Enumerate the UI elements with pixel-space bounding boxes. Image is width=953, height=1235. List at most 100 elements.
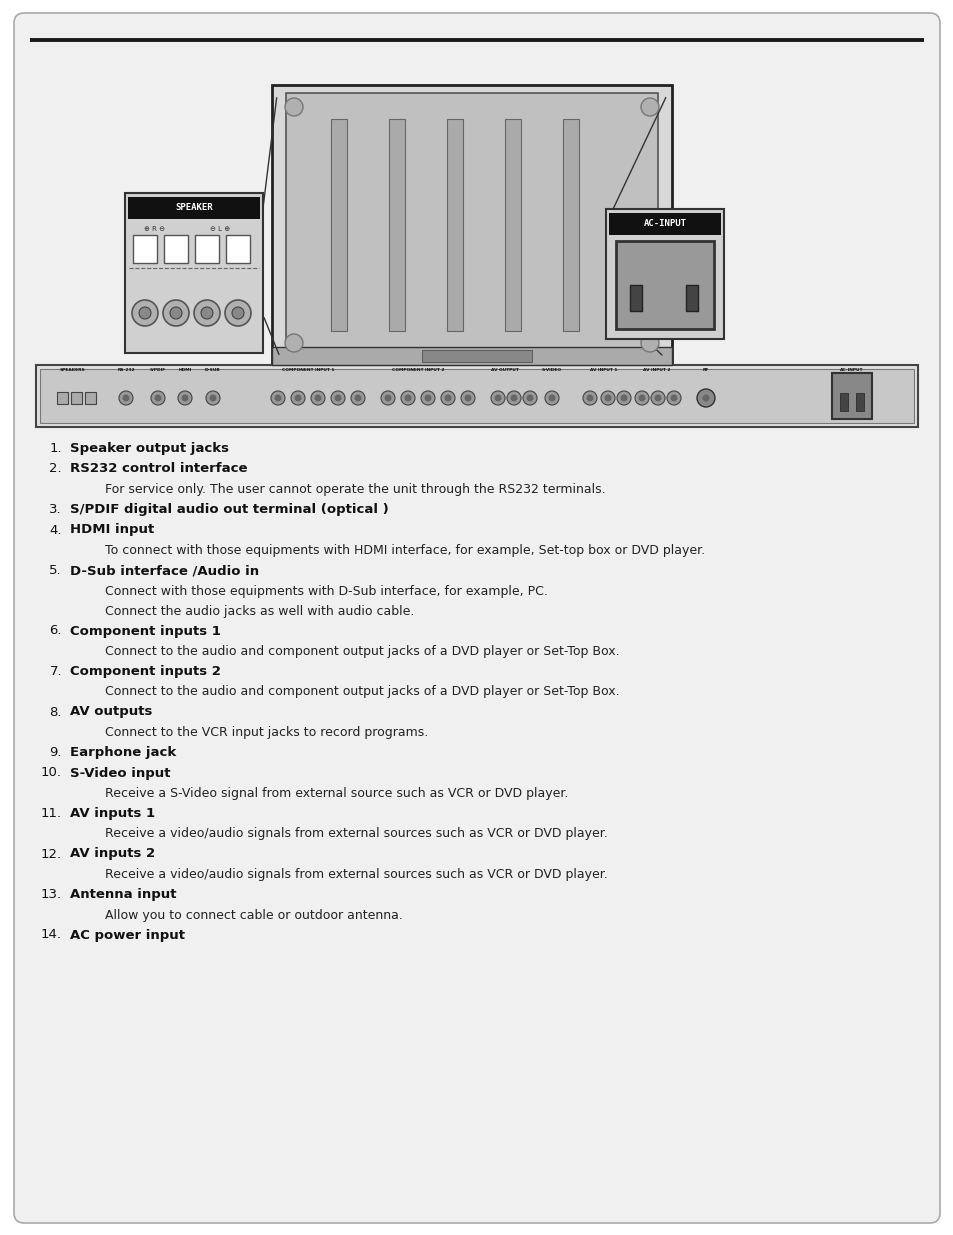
Text: 9.: 9. [50,746,62,760]
Text: Receive a video/audio signals from external sources such as VCR or DVD player.: Receive a video/audio signals from exter… [105,827,607,841]
Text: COMPONENT INPUT 2: COMPONENT INPUT 2 [392,368,444,372]
Circle shape [271,391,285,405]
Text: D-Sub interface /Audio in: D-Sub interface /Audio in [70,564,259,577]
Bar [164,235,188,263]
Circle shape [697,389,714,408]
Bar [128,198,260,219]
Text: Component inputs 2: Component inputs 2 [70,664,221,678]
Text: Connect to the VCR input jacks to record programs.: Connect to the VCR input jacks to record… [105,726,428,739]
Circle shape [654,394,660,401]
Circle shape [640,333,659,352]
Text: AV inputs 1: AV inputs 1 [70,806,155,820]
Text: Connect to the audio and component output jacks of a DVD player or Set-Top Box.: Connect to the audio and component outpu… [105,685,619,699]
Text: For service only. The user cannot operate the unit through the RS232 terminals.: For service only. The user cannot operat… [105,483,605,496]
Circle shape [526,394,533,401]
Bar [194,235,219,263]
Bar [85,391,96,404]
Text: AC power input: AC power input [70,929,185,941]
Circle shape [582,391,597,405]
Text: RS-232: RS-232 [117,368,134,372]
Text: ⊕ R ⊖: ⊕ R ⊖ [144,226,165,232]
Circle shape [604,394,611,401]
Text: Antenna input: Antenna input [70,888,176,902]
Text: AV outputs: AV outputs [70,705,152,719]
Text: HDMI input: HDMI input [70,524,154,536]
Circle shape [384,394,391,401]
Bar [562,119,578,331]
Text: 12.: 12. [41,847,62,861]
Text: RF: RF [702,368,708,372]
Text: AV INPUT 2: AV INPUT 2 [642,368,670,372]
Bar [36,366,917,427]
Text: 11.: 11. [41,806,62,820]
Bar [57,391,68,404]
Circle shape [404,394,411,401]
Circle shape [491,391,504,405]
FancyBboxPatch shape [14,14,939,1223]
Bar [331,119,347,331]
Bar [226,235,250,263]
Bar [272,85,671,366]
Text: 2.: 2. [50,462,62,475]
Text: SPEAKERS: SPEAKERS [59,368,85,372]
Circle shape [355,394,361,401]
Bar [125,193,263,353]
Circle shape [151,391,165,405]
Text: HDMI: HDMI [178,368,192,372]
Circle shape [178,391,192,405]
Text: 14.: 14. [41,929,62,941]
Text: S/PDIF: S/PDIF [150,368,166,372]
Text: 6.: 6. [50,625,62,637]
Circle shape [311,391,325,405]
Circle shape [380,391,395,405]
Circle shape [600,391,615,405]
Text: 1.: 1. [50,442,62,454]
Text: Connect with those equipments with D-Sub interface, for example, PC.: Connect with those equipments with D-Sub… [105,584,547,598]
Circle shape [670,394,677,401]
Circle shape [285,98,303,116]
Circle shape [335,394,341,401]
Circle shape [494,394,501,401]
Circle shape [314,394,321,401]
Text: S/PDIF digital audio out terminal (optical ): S/PDIF digital audio out terminal (optic… [70,503,388,516]
Circle shape [506,391,520,405]
Circle shape [206,391,220,405]
Text: COMPONENT INPUT 1: COMPONENT INPUT 1 [281,368,334,372]
Circle shape [424,394,431,401]
Text: Receive a S-Video signal from external source such as VCR or DVD player.: Receive a S-Video signal from external s… [105,787,568,800]
Text: 3.: 3. [50,503,62,516]
Bar [421,350,532,362]
Bar [629,285,641,311]
Circle shape [285,333,303,352]
Circle shape [170,308,182,319]
Text: AV inputs 2: AV inputs 2 [70,847,155,861]
Circle shape [139,308,151,319]
Circle shape [181,394,189,401]
Circle shape [617,391,630,405]
Text: SPEAKER: SPEAKER [175,204,213,212]
Bar [504,119,520,331]
Circle shape [132,300,158,326]
Text: Receive a video/audio signals from external sources such as VCR or DVD player.: Receive a video/audio signals from exter… [105,868,607,881]
Circle shape [666,391,680,405]
Circle shape [154,394,161,401]
Bar [286,93,658,351]
Circle shape [444,394,451,401]
Circle shape [638,394,645,401]
Circle shape [701,394,709,401]
Bar [685,285,698,311]
Text: 8.: 8. [50,705,62,719]
Circle shape [351,391,365,405]
Circle shape [274,394,281,401]
Bar [616,241,713,329]
Circle shape [193,300,220,326]
Circle shape [619,394,627,401]
Circle shape [460,391,475,405]
Circle shape [510,394,517,401]
Circle shape [225,300,251,326]
Circle shape [464,394,471,401]
Circle shape [201,308,213,319]
Bar [71,391,82,404]
Text: S-Video input: S-Video input [70,767,171,779]
Circle shape [122,394,130,401]
